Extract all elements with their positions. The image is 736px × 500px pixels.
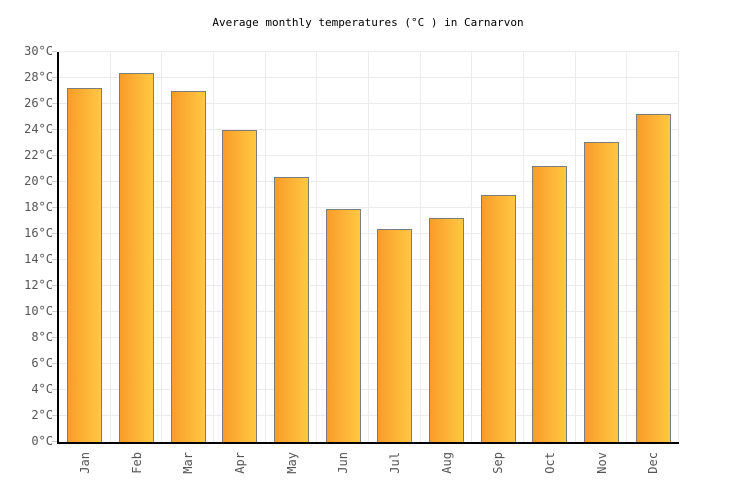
y-gridline (59, 363, 679, 364)
y-tick (52, 181, 57, 182)
x-tick-label-dec: Dec (646, 448, 660, 474)
x-tick-label-nov: Nov (595, 448, 609, 474)
y-tick (52, 285, 57, 286)
y-tick-label: 26°C (24, 96, 53, 110)
y-gridline (59, 129, 679, 130)
y-tick-label: 10°C (24, 304, 53, 318)
bar-oct (532, 166, 568, 442)
x-tick-label-text: Apr (232, 452, 247, 474)
y-gridline (59, 155, 679, 156)
y-tick-label: 24°C (24, 122, 53, 136)
bar-feb (119, 73, 154, 442)
bar-mar (170, 91, 206, 442)
y-tick (52, 103, 57, 104)
y-tick-label: 12°C (24, 278, 53, 292)
x-tick-label-text: Nov (594, 452, 609, 474)
x-gridline (678, 52, 679, 442)
x-tick-label-oct: Oct (543, 448, 557, 474)
y-gridline (59, 51, 679, 52)
y-gridline (59, 311, 679, 312)
bar-jan (67, 88, 103, 442)
x-tick-label-aug: Aug (440, 448, 454, 474)
y-gridline (59, 337, 679, 338)
x-gridline (420, 52, 421, 442)
y-gridline (59, 389, 679, 390)
y-tick (52, 363, 57, 364)
y-gridline (59, 181, 679, 182)
y-tick (52, 415, 57, 416)
y-tick (52, 337, 57, 338)
y-tick-label: 6°C (31, 356, 53, 370)
bar-dec (635, 114, 671, 442)
x-gridline (626, 52, 627, 442)
y-tick (52, 77, 57, 78)
x-tick-label-jun: Jun (336, 448, 350, 474)
x-tick-label-text: Jun (336, 452, 351, 474)
x-tick-label-may: May (285, 448, 299, 474)
y-tick (52, 389, 57, 390)
bar-jun (325, 209, 361, 442)
y-tick (52, 311, 57, 312)
y-tick-label: 0°C (31, 434, 53, 448)
x-gridline (368, 52, 369, 442)
x-tick-label-sep: Sep (491, 448, 505, 474)
x-tick-label-text: Jan (77, 452, 92, 474)
y-gridline (59, 207, 679, 208)
chart-title: Average monthly temperatures (°C ) in Ca… (212, 16, 524, 29)
bar-aug (429, 218, 464, 442)
y-tick-label: 28°C (24, 70, 53, 84)
x-gridline (523, 52, 524, 442)
y-tick-label: 30°C (24, 44, 53, 58)
y-tick-label: 16°C (24, 226, 53, 240)
y-tick-label: 4°C (31, 382, 53, 396)
y-tick-label: 14°C (24, 252, 53, 266)
y-tick-label: 18°C (24, 200, 53, 214)
bar-jul (377, 229, 413, 442)
y-gridline (59, 415, 679, 416)
x-tick-label-text: May (284, 452, 299, 474)
x-tick-label-apr: Apr (233, 448, 247, 474)
x-gridline (265, 52, 266, 442)
bar-nov (584, 142, 619, 442)
y-tick-label: 8°C (31, 330, 53, 344)
y-gridline (59, 77, 679, 78)
x-gridline (110, 52, 111, 442)
y-gridline (59, 233, 679, 234)
x-tick-label-text: Feb (129, 452, 144, 474)
bar-apr (222, 130, 258, 442)
y-tick (52, 441, 57, 442)
y-gridline (59, 103, 679, 104)
y-tick (52, 233, 57, 234)
x-gridline (213, 52, 214, 442)
y-tick (52, 129, 57, 130)
plot-area (57, 51, 679, 444)
y-tick (52, 51, 57, 52)
y-tick-label: 20°C (24, 174, 53, 188)
x-gridline (575, 52, 576, 442)
x-tick-label-text: Sep (491, 452, 506, 474)
x-tick-label-text: Mar (181, 452, 196, 474)
x-tick-label-text: Dec (646, 452, 661, 474)
x-tick-label-feb: Feb (130, 448, 144, 474)
y-gridline (59, 285, 679, 286)
x-tick-label-jul: Jul (388, 448, 402, 474)
y-tick-label: 2°C (31, 408, 53, 422)
bar-sep (480, 195, 516, 442)
y-tick (52, 259, 57, 260)
x-tick-label-text: Oct (542, 452, 557, 474)
bar-may (274, 177, 309, 442)
y-tick (52, 207, 57, 208)
x-tick-label-jan: Jan (78, 448, 92, 474)
y-tick (52, 155, 57, 156)
x-gridline (316, 52, 317, 442)
x-tick-label-text: Jul (387, 452, 402, 474)
x-gridline (471, 52, 472, 442)
y-gridline (59, 259, 679, 260)
x-tick-label-mar: Mar (181, 448, 195, 474)
x-gridline (161, 52, 162, 442)
y-tick-label: 22°C (24, 148, 53, 162)
x-tick-label-text: Aug (439, 452, 454, 474)
